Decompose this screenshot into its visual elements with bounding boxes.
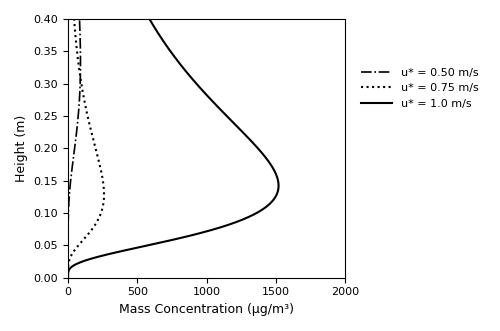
Y-axis label: Height (m): Height (m) xyxy=(15,115,28,182)
Legend: u* = 0.50 m/s, u* = 0.75 m/s, u* = 1.0 m/s: u* = 0.50 m/s, u* = 0.75 m/s, u* = 1.0 m… xyxy=(356,63,483,113)
X-axis label: Mass Concentration (μg/m³): Mass Concentration (μg/m³) xyxy=(119,303,294,316)
